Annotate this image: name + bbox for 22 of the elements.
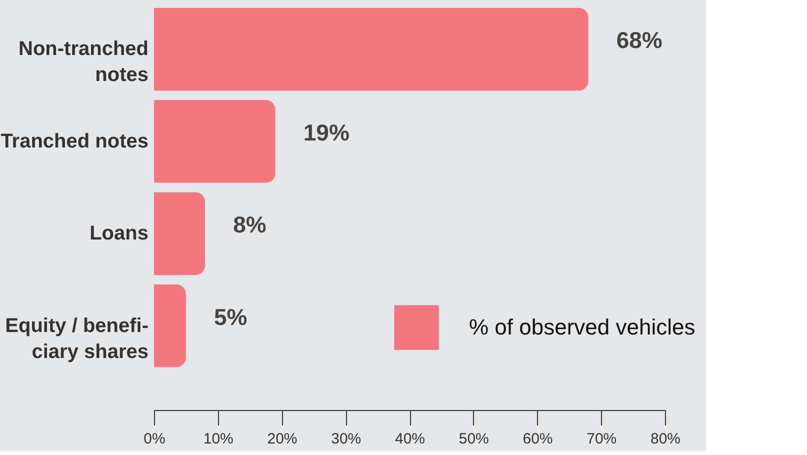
legend-label: % of observed vehicles	[469, 314, 696, 340]
x-tick-label: 20%	[267, 430, 298, 448]
y-tick-label: Non-tranched notes	[18, 38, 148, 86]
x-tick-label: 70%	[586, 430, 617, 448]
text: 5%	[214, 304, 248, 330]
text: 68%	[616, 27, 662, 54]
x-tick-label: 80%	[650, 430, 681, 448]
bar	[154, 8, 588, 91]
text: 8%	[233, 212, 266, 238]
y-tick-label: Equity / benefi- ciary shares	[5, 314, 148, 363]
x-tick-label: 40%	[394, 430, 426, 448]
x-tick-label: 30%	[331, 430, 362, 448]
bar	[154, 100, 276, 183]
bar	[154, 192, 206, 276]
text: 19%	[303, 119, 350, 146]
x-tick-label: 0%	[144, 430, 166, 448]
y-tick-label: Tranched notes	[0, 130, 148, 152]
x-tick-label: 60%	[522, 430, 553, 448]
x-tick-label: 10%	[203, 430, 234, 448]
bar	[154, 284, 186, 368]
x-tick-label: 50%	[458, 430, 489, 448]
y-tick-label: Loans	[90, 222, 148, 245]
